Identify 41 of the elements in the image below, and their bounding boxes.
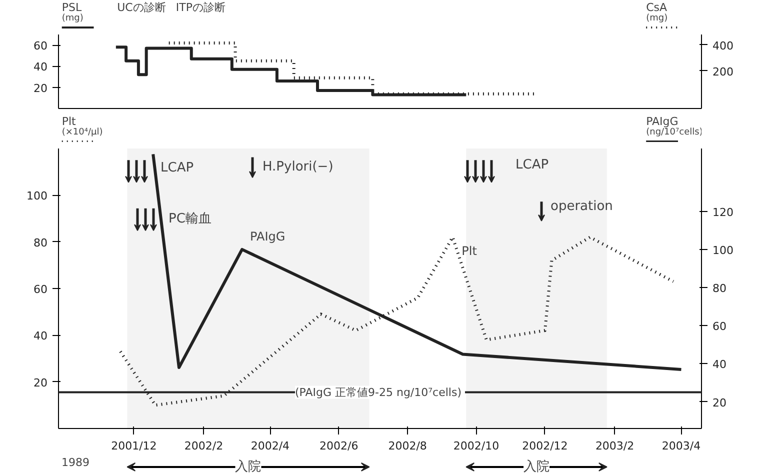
y2-tick-label: 80 bbox=[712, 282, 726, 296]
y2-tick-label: 20 bbox=[712, 396, 726, 410]
x-tick-label: 2003/2 bbox=[595, 440, 634, 452]
y2-tick-label: 400 bbox=[712, 39, 734, 52]
annotation: H.Pylori(−) bbox=[262, 159, 334, 174]
y-tick-label: 40 bbox=[34, 330, 48, 343]
y2-tick-label: 120 bbox=[712, 206, 734, 219]
band-label: 入院 bbox=[235, 459, 262, 473]
y-tick-label: 60 bbox=[34, 40, 48, 53]
y2-tick-label: 60 bbox=[712, 320, 726, 334]
ref-line-label: (PAIgG 正常値9-25 ng/10⁷cells) bbox=[295, 386, 462, 399]
series-label: Plt bbox=[462, 244, 478, 258]
y-axis-title: Plt (×10⁴/μl) bbox=[62, 115, 103, 138]
x-tick-label: 2001/12 bbox=[111, 440, 157, 452]
series-label: PAIgG bbox=[250, 229, 286, 244]
x-tick-label: 2002/8 bbox=[388, 440, 427, 452]
x-tick-label: 2002/2 bbox=[184, 440, 224, 452]
x-tick-label: 2002/12 bbox=[522, 440, 568, 452]
y-tick-label: 100 bbox=[26, 190, 48, 203]
y2-tick-label: 100 bbox=[712, 244, 734, 257]
annotation: operation bbox=[550, 198, 613, 214]
y-tick-label: 40 bbox=[34, 60, 48, 74]
x-tick-label: 2002/6 bbox=[320, 440, 358, 452]
y-tick-label: 20 bbox=[34, 82, 48, 95]
x-tick-label: 2002/4 bbox=[250, 440, 290, 452]
y-axis-title: PSL (mg) bbox=[62, 1, 84, 24]
y-tick-label: 80 bbox=[34, 236, 48, 250]
text: ITPの診断 bbox=[176, 1, 226, 14]
annotation: LCAP bbox=[516, 157, 549, 172]
y2-tick-label: 200 bbox=[712, 65, 734, 78]
band-label: 入院 bbox=[524, 459, 550, 473]
y2-axis-title: CsA (mg) bbox=[646, 1, 668, 24]
text: 1989 bbox=[62, 456, 90, 469]
y-tick-label: 60 bbox=[34, 283, 48, 296]
x-tick-label: 2003/4 bbox=[662, 440, 701, 452]
y2-tick-label: 40 bbox=[712, 358, 726, 372]
x-tick-label: 2002/10 bbox=[453, 440, 500, 452]
annotation: LCAP bbox=[160, 160, 194, 176]
text: UCの診断 bbox=[117, 1, 166, 14]
y-tick-label: 20 bbox=[34, 376, 48, 390]
annotation: PC輸血 bbox=[168, 211, 212, 226]
